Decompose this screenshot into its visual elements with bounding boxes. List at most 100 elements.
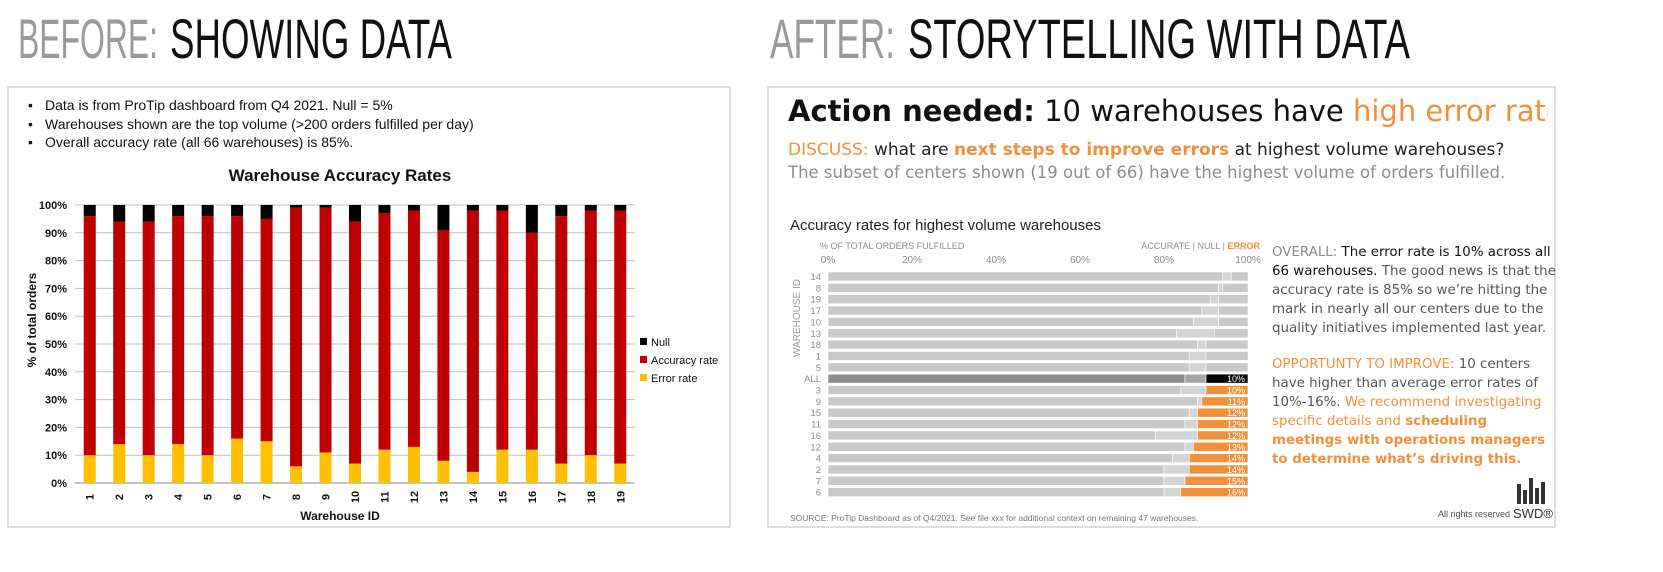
bar-segment [827,351,1190,361]
bar-segment [1205,385,1249,395]
bar-segment [827,453,1173,463]
y-tick-label: 9 [816,397,821,408]
x-tick-label: 0% [821,255,836,266]
value-label: 10% [1227,374,1245,384]
bar-segment [1214,328,1249,339]
bar-segment [1218,294,1249,305]
bar-segment [1188,464,1249,475]
bar-segment [827,475,1165,486]
bar-segment [1205,373,1249,384]
x-tick-label: 11 [379,491,391,503]
bar-segment [1163,464,1190,475]
bar-segment [349,463,361,483]
y-tick-label: 30% [45,395,67,407]
x-tick-label: 40% [986,255,1006,266]
bar-segment [1209,294,1219,305]
commentary: OVERALL: The error rate is 10% across al… [1272,243,1557,469]
bar-segment [83,216,96,456]
bar-segment [827,328,1177,339]
y-tick-label: 14 [810,272,821,283]
bar-segment [319,452,332,483]
y-tick-label: 19 [810,295,821,306]
bar-segment [466,210,479,472]
bar-segment [827,430,1156,441]
bar-segment [1197,419,1249,429]
bar-segment [1222,283,1249,293]
y-tick-label: 6 [816,488,821,499]
bar-segment [525,232,538,450]
headline-text: 10 warehouses have [1044,94,1344,128]
bar-segment [827,487,1165,497]
bar-segment [827,305,1203,316]
bar-segment [1218,317,1249,327]
bar-segment [201,205,214,217]
after-header: Action needed: 10 warehouses have high e… [788,94,1548,182]
after-panel [767,86,1556,528]
y-tick-label: ALL [804,374,821,385]
x-tick-label: 5 [203,494,215,500]
bar-segment [83,455,96,483]
legend-label: NULL [1197,241,1220,251]
bar-segment [1163,475,1186,486]
opportunity-action: scheduling meetings with operations mana… [1272,414,1546,467]
bar-segment [231,438,244,483]
bar-segment [584,210,597,456]
opportunity-text: 10 centers have higher than average erro… [1272,357,1539,410]
bar-segment [555,205,568,217]
bullet: • [28,134,33,150]
y-tick-label: 70% [45,283,67,295]
legend-swatch [640,356,647,363]
y-tick-label: 16 [810,431,821,442]
bar-segment [142,455,155,483]
bar-segment [466,205,479,211]
bar-segment [827,441,1186,452]
bullet: • [28,116,33,132]
bar-segment [584,455,597,483]
y-tick-label: 7 [816,476,821,487]
headline-lead: Action needed: [788,94,1035,128]
value-label: 14% [1227,454,1245,464]
bar-segment [201,216,214,456]
x-tick-label: 12 [409,491,421,503]
opportunity: OPPORTUNTY TO IMPROVE: 10 centers have h… [1272,355,1557,469]
discuss-text: what are [873,140,949,160]
chart-title: Warehouse Accuracy Rates [229,166,452,185]
rights: All rights reserved [1438,509,1510,519]
y-tick-label: 60% [45,311,67,323]
x-tick-label: 80% [1154,255,1174,266]
note: Data is from ProTip dashboard from Q4 20… [45,97,393,113]
bar-segment [407,205,420,211]
value-label: 12% [1227,408,1245,418]
bar-segment [827,294,1211,305]
bar-segment [496,205,509,211]
headline: Action needed: 10 warehouses have high e… [788,94,1548,128]
chart-title: Accuracy rates for highest volume wareho… [790,217,1101,234]
bar-segment [83,205,96,217]
bar-segment [1188,453,1249,463]
bar-segment [827,283,1219,293]
bar-segment [1205,362,1249,373]
y-axis-label: WAREHOUSE ID [792,279,803,357]
y-tick-label: 12 [810,442,821,453]
bar-segment [555,216,568,464]
x-tick-label: 7 [262,494,274,500]
y-tick-label: 50% [45,339,67,351]
bar-segment [1184,441,1194,452]
y-tick-label: 18 [810,340,821,351]
bar-segment [1197,396,1203,407]
bar-segment [827,385,1182,395]
bar-segment [1184,373,1207,384]
bar-segment [1197,407,1249,418]
discuss-label: DISCUSS: [788,140,869,160]
bar-segment [1180,487,1249,497]
commentary-text: OVERALL: The error rate is 10% across al… [1272,243,1557,469]
before-heading: SHOWING DATA [170,7,452,70]
legend-separator: | [1190,241,1197,251]
x-tick-label: 100% [1235,255,1261,266]
y-tick-label: 1 [816,351,821,362]
bar-segment [378,213,391,450]
bar-segment [614,463,627,483]
bar-segment [525,205,538,233]
before-label: BEFORE: [18,7,158,70]
bar-segment [827,419,1186,429]
